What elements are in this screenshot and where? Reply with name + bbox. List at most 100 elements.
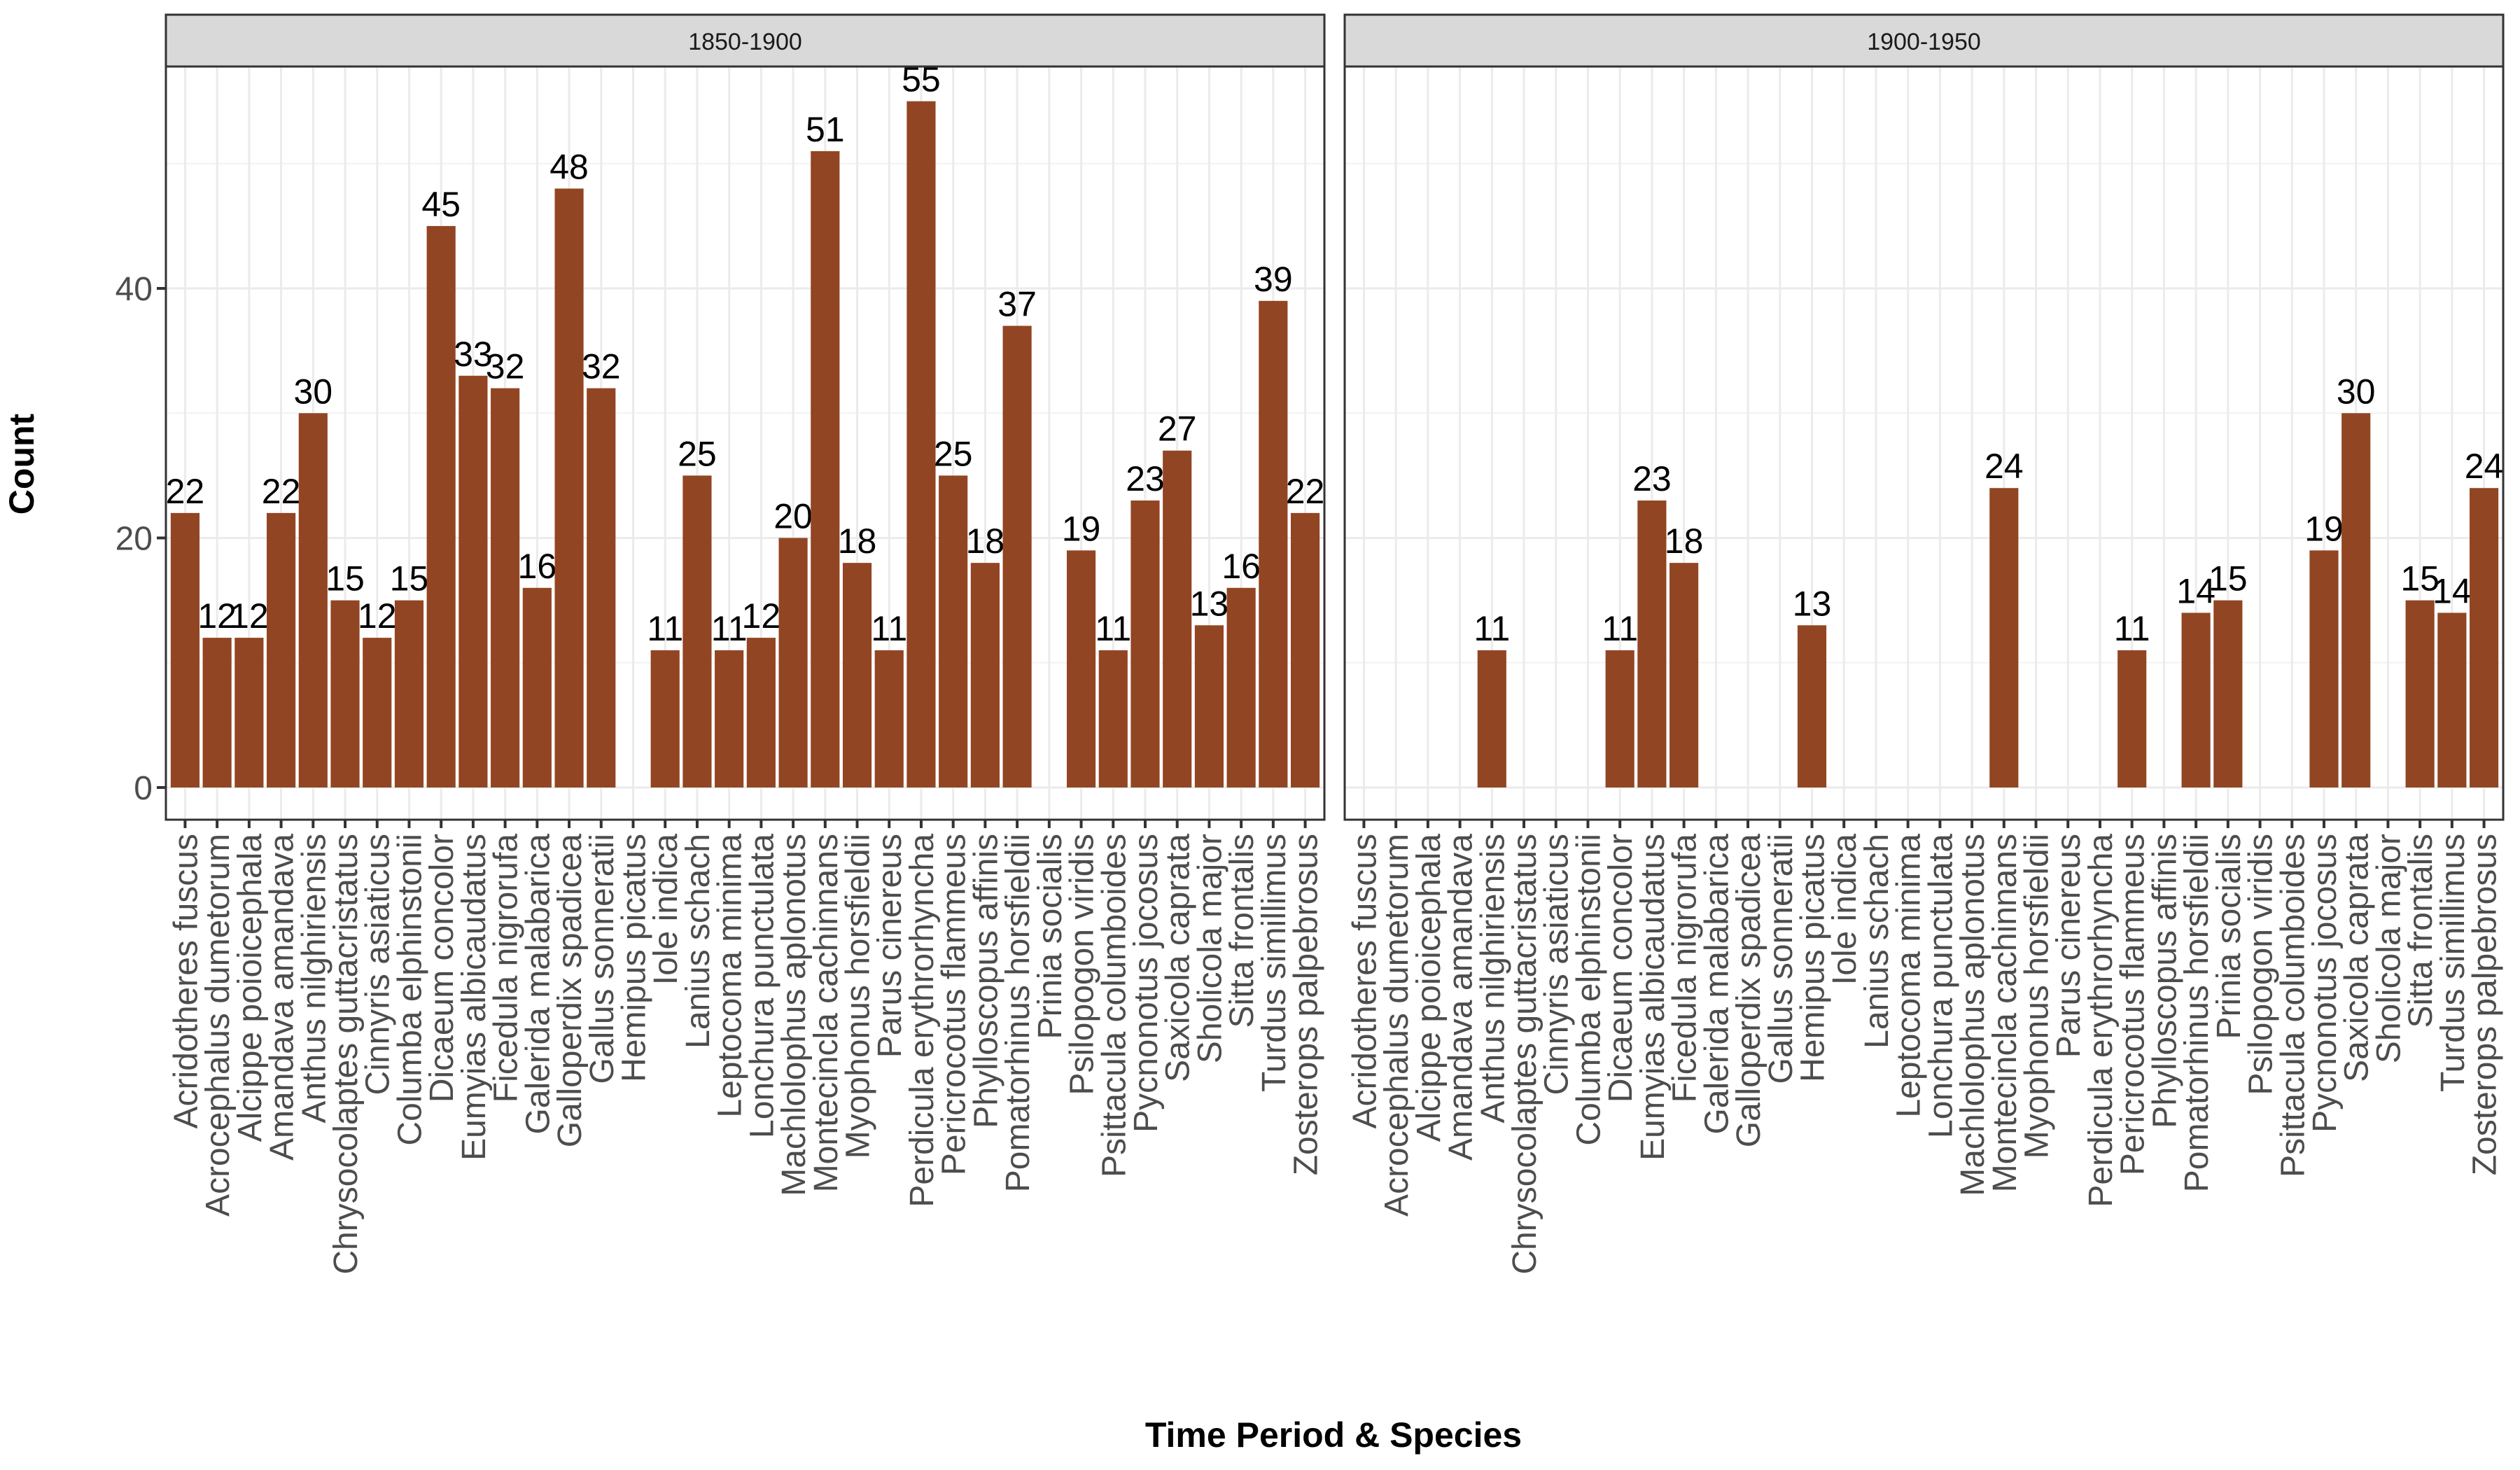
x-tick-label: Psilopogon viridis [1064, 834, 1101, 1096]
x-tick-label: Zosterops palpebrosus [2467, 834, 2504, 1175]
x-tick-label: Montecincla cachinnans [808, 834, 845, 1192]
bar-value-label: 45 [421, 185, 461, 224]
bar-value-label: 23 [1632, 459, 1672, 498]
bar [363, 638, 392, 788]
x-tick-label: Acrocephalus dumetorum [200, 834, 237, 1217]
bar [1130, 500, 1160, 788]
bar [842, 563, 872, 788]
bar-value-label: 19 [2304, 509, 2344, 548]
bar-value-label: 12 [358, 596, 397, 636]
x-tick-label: Cinnyris asiaticus [1539, 834, 1576, 1095]
x-tick-label: Sitta frontalis [2402, 834, 2440, 1028]
bar [458, 375, 488, 788]
x-tick-label: Sitta frontalis [1224, 834, 1261, 1028]
bar-value-label: 32 [486, 347, 525, 386]
bar-value-label: 15 [2400, 559, 2440, 598]
bar [2437, 612, 2467, 788]
bar-value-label: 15 [2208, 559, 2248, 598]
x-tick-label: Chrysocolaptes guttacristatus [328, 834, 365, 1275]
y-axis-title: Count [2, 413, 41, 514]
x-tick-label: Hemipus picatus [615, 834, 652, 1082]
x-tick-label: Phylloscopus affinis [2146, 834, 2183, 1128]
bar [1605, 650, 1634, 788]
x-tick-label: Galloperdix spadicea [1730, 834, 1768, 1148]
bar [1259, 300, 1288, 788]
bar [939, 475, 968, 788]
bar [234, 638, 264, 788]
bar [906, 101, 936, 788]
bar-value-label: 14 [2176, 571, 2216, 610]
bar [2309, 550, 2339, 788]
bar-value-label: 32 [582, 347, 621, 386]
x-tick-label: Lonchura punctulata [743, 834, 780, 1138]
bar [970, 563, 1000, 788]
x-tick-label: Leptocoma minima [712, 834, 749, 1118]
bar-value-label: 11 [2114, 609, 2150, 648]
bar-value-label: 14 [2432, 571, 2472, 610]
x-tick-label: Anthus nilghiriensis [295, 834, 332, 1124]
bar [1098, 650, 1128, 788]
x-tick-label: Machlolophus aplonotus [776, 834, 813, 1196]
bar [1226, 587, 1256, 788]
bar-value-label: 27 [1158, 410, 1197, 449]
bar-value-label: 30 [293, 372, 332, 411]
bar-value-label: 18 [1665, 522, 1704, 561]
x-tick-label: Acridotheres fuscus [1346, 834, 1383, 1129]
bar-value-label: 22 [166, 472, 205, 511]
x-tick-label: Parus cinereus [2050, 834, 2087, 1058]
bar [1797, 625, 1827, 788]
bar [650, 650, 680, 788]
bar-value-label: 20 [774, 497, 813, 536]
x-tick-label: Prinia socialis [2211, 834, 2248, 1039]
bar-value-label: 11 [711, 609, 748, 648]
bar-value-label: 48 [550, 147, 589, 186]
x-tick-label: Galerida malabarica [519, 834, 556, 1135]
bar [682, 475, 712, 788]
x-tick-label: Lonchura punctulata [1922, 834, 1959, 1138]
bar [1194, 625, 1224, 788]
x-tick-label: Turdus simillimus [2435, 834, 2472, 1092]
x-tick-label: Acridotheres fuscus [167, 834, 204, 1129]
bar [1002, 326, 1032, 788]
x-tick-label: Amandava amandava [1443, 834, 1480, 1161]
bar-value-label: 18 [966, 522, 1005, 561]
bar-value-label: 15 [326, 559, 365, 598]
bar [426, 225, 456, 788]
bar-value-label: 22 [262, 472, 301, 511]
x-tick-label: Montecincla cachinnans [1987, 834, 2024, 1192]
bar-value-label: 39 [1254, 260, 1293, 299]
bar-value-label: 33 [454, 335, 493, 374]
x-tick-label: Psittacula columboides [2274, 834, 2311, 1177]
x-tick-label: Prinia socialis [1032, 834, 1069, 1039]
x-tick-label: Pycnonotus jocosus [1128, 834, 1165, 1133]
bar [298, 413, 328, 788]
x-tick-label: Pomatorhinus horsfieldii [2178, 834, 2216, 1192]
x-axis-title: Time Period & Species [1145, 1415, 1522, 1455]
bar [1290, 512, 1320, 788]
bar-value-label: 11 [647, 609, 683, 648]
bar [2118, 650, 2147, 788]
x-tick-label: Acrocephalus dumetorum [1378, 834, 1415, 1217]
bar [2213, 600, 2243, 788]
x-tick-label: Galloperdix spadicea [552, 834, 589, 1148]
bar-value-label: 24 [1984, 447, 2024, 486]
x-tick-label: Ficedula nigrorufa [488, 834, 525, 1103]
bar-value-label: 13 [1190, 584, 1229, 623]
x-tick-label: Zosterops palpebrosus [1288, 834, 1325, 1175]
x-tick-label: Dicaeum concolor [424, 834, 461, 1102]
bar [2469, 488, 2499, 788]
x-tick-label: Saxicola caprata [1160, 834, 1197, 1082]
bar-value-label: 16 [518, 547, 557, 586]
x-tick-label: Psilopogon viridis [2243, 834, 2280, 1096]
bar-value-label: 24 [2465, 447, 2504, 486]
x-tick-label: Parus cinereus [872, 834, 909, 1058]
x-tick-label: Cinnyris asiaticus [360, 834, 397, 1095]
bar [811, 150, 840, 788]
bar-value-label: 25 [934, 434, 973, 473]
x-tick-label: Chrysocolaptes guttacristatus [1506, 834, 1544, 1275]
bar [2405, 600, 2435, 788]
bar [170, 512, 200, 788]
bar-value-label: 12 [742, 596, 781, 636]
bar [522, 587, 552, 788]
bar [1163, 450, 1192, 788]
